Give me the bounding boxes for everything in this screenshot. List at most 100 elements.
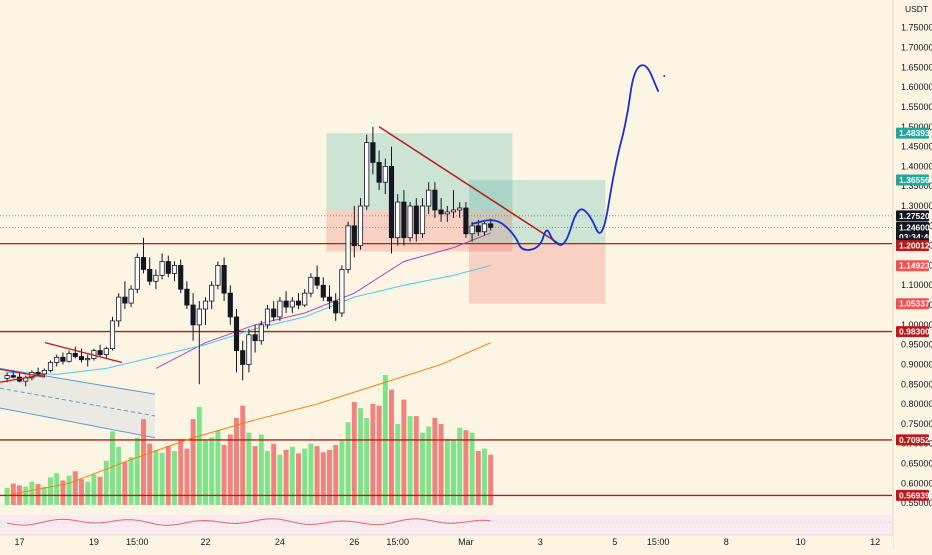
volume-bar bbox=[389, 389, 394, 505]
second-position-target-zone bbox=[469, 180, 606, 244]
volume-bar bbox=[339, 440, 345, 505]
candle-body bbox=[444, 211, 450, 215]
candle-body bbox=[488, 223, 494, 228]
time-tick-label: 3 bbox=[538, 537, 543, 547]
projection-path bbox=[471, 64, 659, 251]
channel-bottom-line bbox=[0, 407, 156, 439]
volume-bar bbox=[314, 446, 320, 505]
candle-body bbox=[246, 334, 252, 365]
candle-body bbox=[103, 348, 109, 355]
volume-bar bbox=[128, 457, 134, 505]
candle-body bbox=[4, 375, 10, 379]
price-tag-label: 1.27520 bbox=[899, 211, 930, 221]
candle-body bbox=[364, 142, 370, 207]
time-tick-label: 19 bbox=[89, 537, 99, 547]
countdown-label: 03:34:40 bbox=[899, 232, 932, 242]
time-axis[interactable]: 17 19 15:00 22 24 26 15:00 Mar 3 5 15:00 8 10 12 bbox=[0, 534, 893, 550]
candle-body bbox=[481, 223, 488, 233]
channel-fill bbox=[0, 368, 155, 438]
volume-bar bbox=[271, 443, 277, 505]
candle-body bbox=[376, 162, 382, 183]
volume-bar bbox=[327, 449, 332, 505]
price-tag[interactable] bbox=[896, 210, 929, 222]
candle-body bbox=[122, 296, 128, 304]
volume-bar bbox=[277, 454, 283, 505]
price-tag[interactable] bbox=[896, 434, 929, 446]
candle-body bbox=[357, 205, 364, 247]
price-tick-label: 1.60000 bbox=[901, 82, 932, 92]
volume-bar bbox=[221, 444, 227, 505]
price-tick-label: 0.60000 bbox=[901, 478, 932, 488]
oscillator-line bbox=[7, 518, 491, 526]
volume-bar bbox=[308, 443, 314, 505]
price-tick-label: 1.55000 bbox=[901, 102, 932, 112]
price-axis[interactable]: USDT 1.75000 1.70000 1.65000 1.60000 1.55000 1… bbox=[892, 0, 932, 550]
volume-bar bbox=[432, 417, 438, 505]
time-tick-label: 22 bbox=[200, 537, 210, 547]
time-tick-label: 15:00 bbox=[126, 537, 149, 547]
candle-body bbox=[215, 265, 221, 286]
volume-bar bbox=[283, 449, 289, 505]
candle-body bbox=[66, 352, 72, 362]
descending-trendline bbox=[378, 126, 560, 245]
candle-body bbox=[438, 209, 444, 215]
volume-bar bbox=[178, 440, 184, 505]
time-tick-label: 10 bbox=[796, 537, 806, 547]
volume-bar bbox=[172, 451, 177, 505]
candle-body bbox=[351, 225, 357, 247]
volume-bar bbox=[153, 449, 159, 505]
time-tick-label: 24 bbox=[275, 537, 285, 547]
price-tick-label: 0.65000 bbox=[901, 459, 932, 469]
volume-bar bbox=[289, 446, 295, 505]
price-tag[interactable] bbox=[896, 127, 929, 139]
volume-bar bbox=[184, 448, 190, 505]
price-tag-label: 1.24600 bbox=[899, 222, 930, 232]
price-tick-label: 1.35000 bbox=[901, 181, 932, 191]
price-tag[interactable] bbox=[896, 326, 929, 338]
price-tag[interactable] bbox=[896, 174, 929, 186]
volume-bar bbox=[345, 422, 351, 505]
volume-bar bbox=[165, 446, 171, 505]
flag-trendline bbox=[44, 342, 123, 364]
price-tick-label: 0.85000 bbox=[901, 379, 932, 389]
candle-body bbox=[345, 225, 351, 270]
candle-body bbox=[147, 268, 153, 282]
price-tag[interactable] bbox=[896, 240, 929, 252]
volume-bar bbox=[147, 443, 153, 505]
price-tag-label: 1.20012 bbox=[899, 241, 930, 251]
volume-bar bbox=[54, 473, 60, 505]
volume-bar bbox=[370, 403, 376, 505]
candle-body bbox=[109, 320, 116, 350]
price-tag[interactable] bbox=[896, 298, 929, 310]
candle-body bbox=[469, 225, 475, 235]
candle-body bbox=[190, 304, 196, 326]
volume-bar bbox=[426, 426, 432, 505]
candle-body bbox=[54, 356, 60, 363]
volume-bar bbox=[457, 427, 463, 505]
candle-body bbox=[326, 296, 333, 302]
price-tag[interactable] bbox=[896, 260, 929, 272]
volume-bar bbox=[122, 462, 128, 505]
volume-bar bbox=[91, 474, 97, 505]
volume-bar bbox=[444, 438, 450, 505]
volume-bar bbox=[482, 448, 487, 505]
volume-bar bbox=[215, 430, 221, 505]
price-tag-label: 0.70952 bbox=[899, 435, 930, 445]
price-tag[interactable] bbox=[896, 221, 929, 242]
candle-body bbox=[457, 207, 463, 211]
candle-body bbox=[283, 300, 289, 308]
price-tick-label: 1.10000 bbox=[901, 280, 932, 290]
candle-body bbox=[413, 205, 419, 235]
candle-body bbox=[47, 362, 54, 371]
volume-bar bbox=[240, 405, 246, 505]
candle-body bbox=[382, 165, 388, 183]
price-tick-label: 1.65000 bbox=[901, 62, 932, 72]
volume-bar bbox=[376, 405, 382, 505]
volume-bar bbox=[246, 432, 252, 505]
candle-body bbox=[463, 207, 469, 235]
price-tag[interactable] bbox=[896, 489, 929, 501]
volume-bar bbox=[227, 434, 233, 505]
oscillator-pane: 50.00 bbox=[0, 515, 924, 535]
